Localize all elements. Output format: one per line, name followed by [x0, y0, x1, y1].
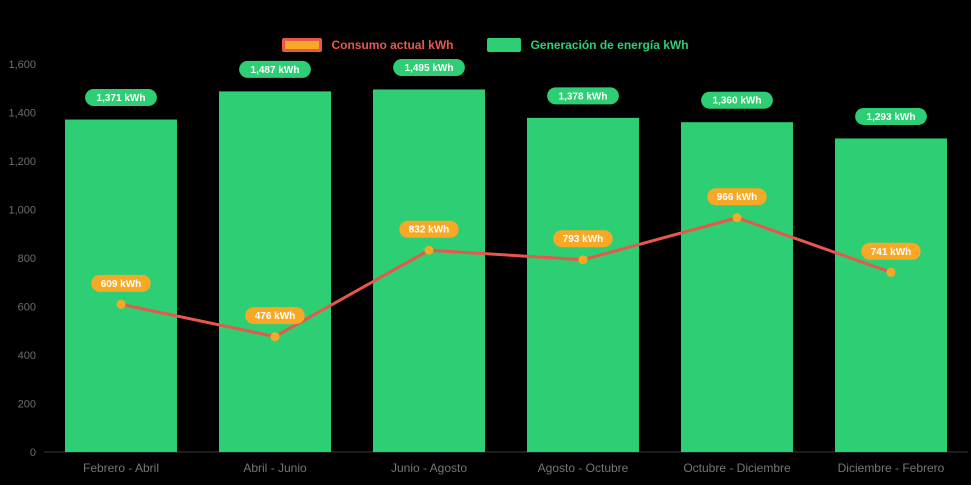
consumption-point[interactable]: [424, 245, 434, 255]
generacion-swatch-icon: [487, 38, 522, 52]
x-axis-label: Febrero - Abril: [83, 461, 159, 475]
y-tick-label: 1,000: [8, 205, 36, 217]
svg-text:609 kWh: 609 kWh: [101, 279, 142, 290]
generation-value-pill: 1,378 kWh: [547, 87, 619, 105]
svg-text:1,293 kWh: 1,293 kWh: [867, 112, 916, 123]
legend-item-consumo[interactable]: Consumo actual kWh: [282, 38, 453, 52]
svg-text:793 kWh: 793 kWh: [563, 234, 604, 245]
y-tick-label: 400: [18, 350, 36, 362]
y-tick-label: 600: [18, 302, 36, 314]
y-tick-label: 1,400: [8, 108, 36, 120]
consumption-value-pill: 609 kWh: [91, 274, 151, 292]
x-axis-label: Abril - Junio: [243, 461, 307, 475]
y-tick-label: 0: [30, 447, 36, 459]
svg-text:1,495 kWh: 1,495 kWh: [405, 63, 454, 74]
consumption-point[interactable]: [270, 332, 280, 342]
consumption-value-pill: 832 kWh: [399, 220, 459, 238]
svg-text:966 kWh: 966 kWh: [717, 192, 758, 203]
legend-label-generacion: Generación de energía kWh: [530, 38, 689, 52]
y-tick-label: 1,200: [8, 156, 36, 168]
consumption-point[interactable]: [732, 213, 742, 223]
generation-bar[interactable]: [527, 117, 639, 453]
generation-bar[interactable]: [681, 122, 793, 452]
y-tick-label: 800: [18, 253, 36, 265]
generation-bar[interactable]: [835, 138, 947, 452]
generation-value-pill: 1,495 kWh: [393, 58, 465, 76]
svg-text:1,378 kWh: 1,378 kWh: [559, 91, 608, 102]
generation-bar[interactable]: [219, 91, 331, 452]
generation-value-pill: 1,293 kWh: [855, 107, 927, 125]
svg-text:1,371 kWh: 1,371 kWh: [97, 93, 146, 104]
svg-text:1,360 kWh: 1,360 kWh: [713, 96, 762, 107]
consumption-point[interactable]: [886, 267, 896, 277]
generation-value-pill: 1,360 kWh: [701, 91, 773, 109]
consumption-line: [119, 216, 893, 339]
y-tick-label: 200: [18, 399, 36, 411]
chart-legend: Consumo actual kWh Generación de energía…: [0, 38, 971, 52]
svg-text:741 kWh: 741 kWh: [871, 247, 912, 258]
x-axis-label: Junio - Agosto: [391, 461, 467, 475]
consumption-point[interactable]: [578, 255, 588, 265]
legend-item-generacion[interactable]: Generación de energía kWh: [487, 38, 689, 52]
svg-text:476 kWh: 476 kWh: [255, 311, 296, 322]
x-axis-label: Octubre - Diciembre: [683, 461, 791, 475]
x-axis-label: Diciembre - Febrero: [838, 461, 945, 475]
generation-value-pill: 1,371 kWh: [85, 89, 157, 107]
x-axis-label: Agosto - Octubre: [538, 461, 629, 475]
legend-label-consumo: Consumo actual kWh: [331, 38, 454, 52]
consumption-value-pill: 476 kWh: [245, 307, 305, 325]
consumption-point[interactable]: [116, 299, 126, 309]
consumption-value-pill: 741 kWh: [861, 242, 921, 260]
consumo-swatch-icon: [282, 38, 323, 52]
svg-text:832 kWh: 832 kWh: [409, 225, 450, 236]
generation-value-pill: 1,487 kWh: [239, 60, 311, 78]
y-tick-label: 1,600: [8, 59, 36, 71]
consumption-value-pill: 966 kWh: [707, 188, 767, 206]
consumption-value-pill: 793 kWh: [553, 230, 613, 248]
svg-text:1,487 kWh: 1,487 kWh: [251, 65, 300, 76]
